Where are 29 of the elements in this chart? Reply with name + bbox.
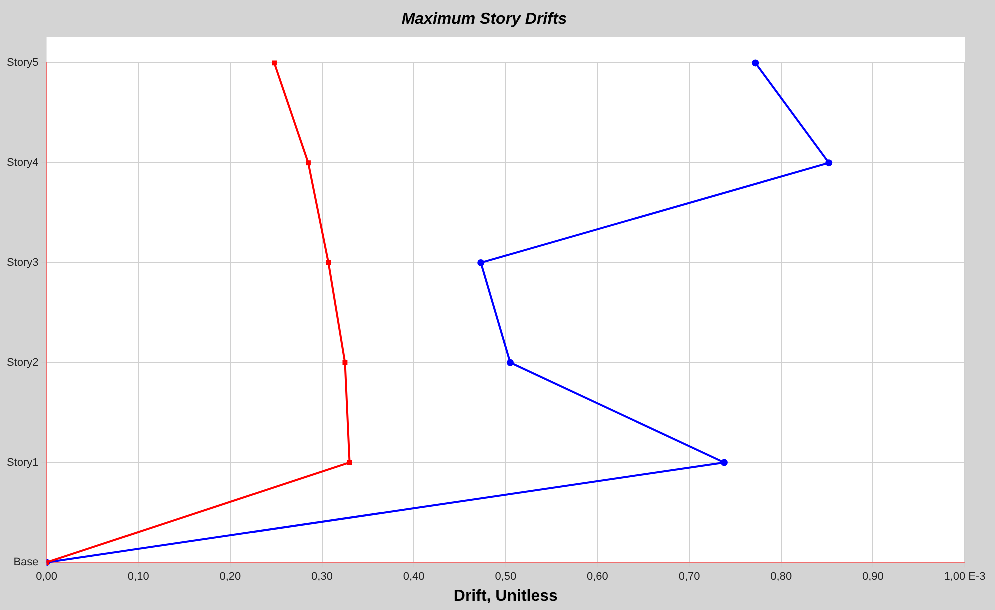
y-tick-label: Story1 bbox=[6, 456, 39, 469]
y-tick-label: Story3 bbox=[6, 256, 39, 269]
point bbox=[826, 160, 833, 167]
x-tick-label: 1,00 E-3 bbox=[944, 571, 986, 584]
x-tick-label: 0,00 bbox=[36, 571, 58, 584]
x-tick-label: 0,70 bbox=[678, 571, 700, 584]
point bbox=[347, 460, 352, 466]
point bbox=[306, 160, 311, 166]
x-tick-label: 0,30 bbox=[312, 571, 333, 584]
point bbox=[506, 359, 514, 366]
point bbox=[342, 360, 348, 366]
point bbox=[326, 260, 332, 266]
x-tick-label: 0,90 bbox=[862, 571, 884, 584]
x-tick-label: 0,40 bbox=[403, 571, 425, 584]
y-tick-label: Story4 bbox=[6, 157, 39, 170]
x-tick-label: 0,80 bbox=[770, 571, 792, 584]
x-axis-title: Drift, Unitless bbox=[454, 588, 558, 605]
x-tick-label: 0,20 bbox=[220, 571, 242, 584]
point bbox=[478, 259, 485, 266]
y-tick-label: Story2 bbox=[6, 356, 39, 369]
point bbox=[272, 60, 277, 66]
point bbox=[752, 60, 760, 67]
point bbox=[720, 459, 728, 466]
chart-title: Maximum Story Drifts bbox=[402, 11, 568, 28]
x-tick-label: 0,60 bbox=[587, 571, 608, 584]
x-tick-label: 0,10 bbox=[128, 571, 150, 584]
y-tick-label: Base bbox=[14, 556, 39, 569]
y-tick-label: Story5 bbox=[6, 57, 39, 70]
x-tick-label: 0,50 bbox=[495, 571, 517, 584]
